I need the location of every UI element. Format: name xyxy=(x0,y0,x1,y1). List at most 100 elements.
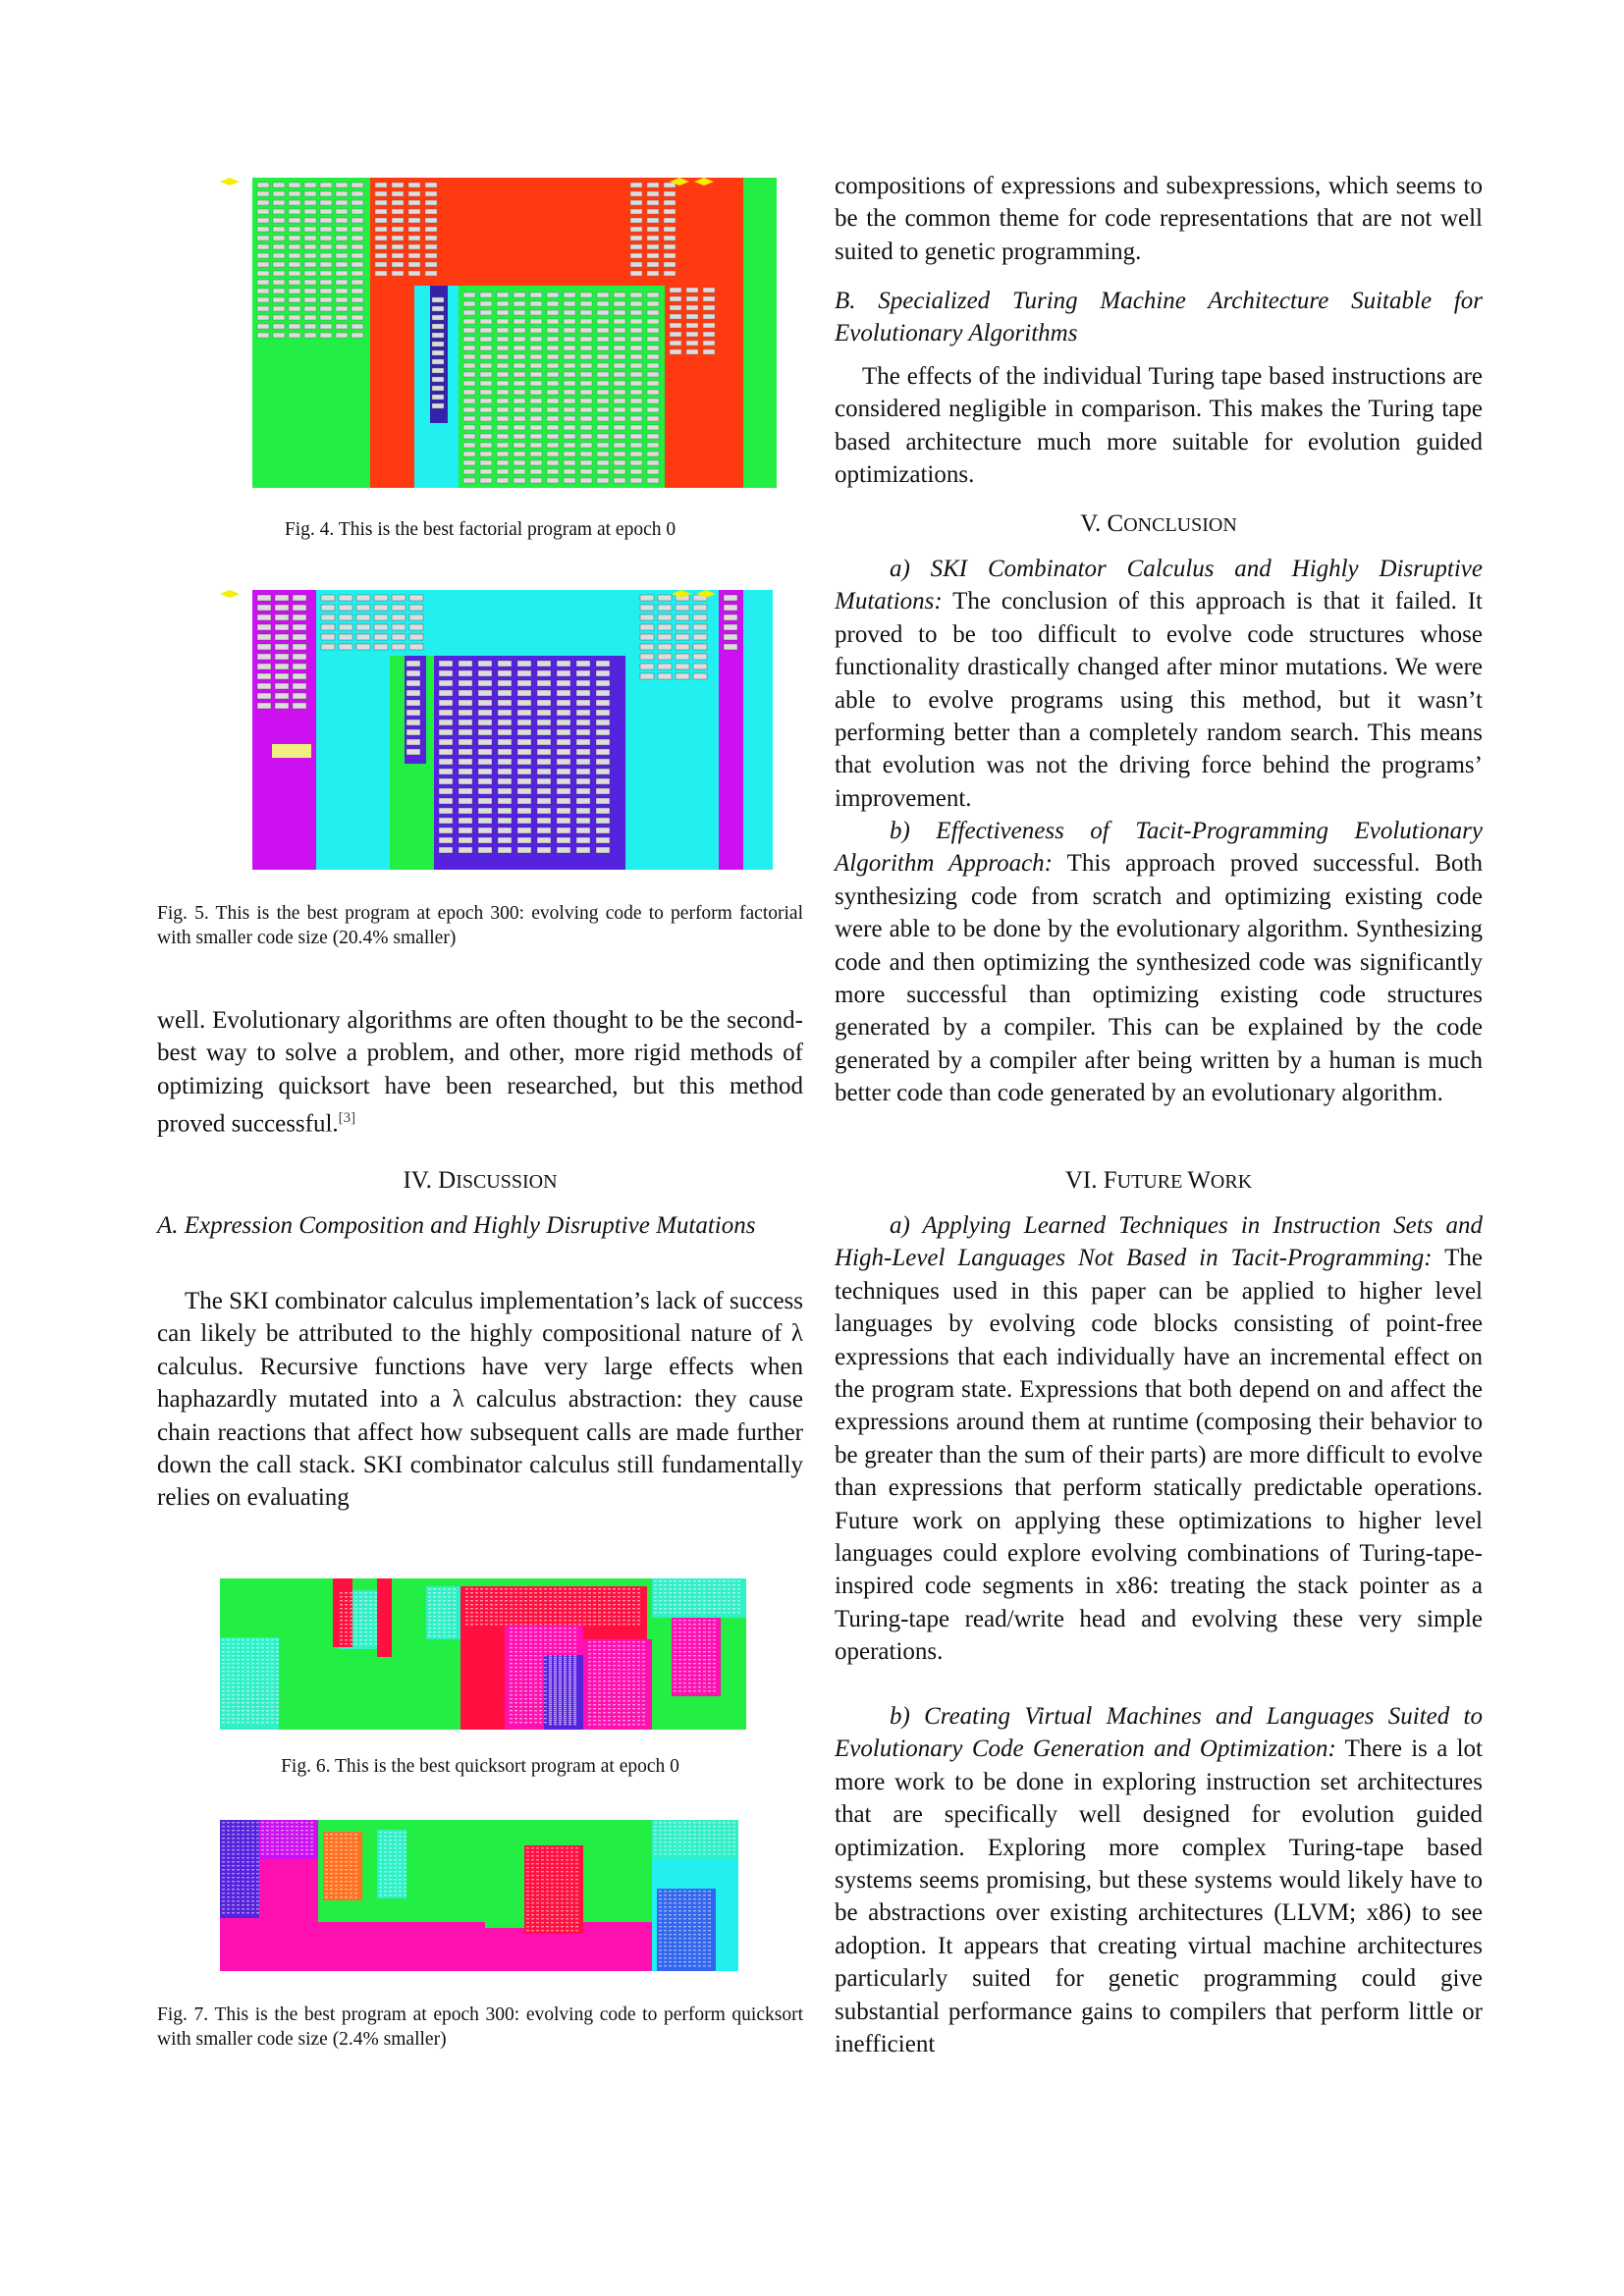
graph-node xyxy=(274,604,290,612)
graph-node xyxy=(335,296,349,303)
graph-node xyxy=(477,748,493,756)
graph-node xyxy=(685,295,699,302)
graph-node xyxy=(496,433,510,440)
graph-node xyxy=(575,689,591,697)
graph-node xyxy=(516,719,532,726)
graph-node xyxy=(479,309,493,316)
graph-node xyxy=(438,817,454,825)
graph-node xyxy=(373,604,389,612)
graph-node xyxy=(408,614,424,621)
graph-node xyxy=(458,748,473,756)
graph-node xyxy=(516,669,532,677)
graph-node xyxy=(529,318,543,325)
graph-node xyxy=(335,261,349,268)
graph-node xyxy=(272,296,286,303)
graph-node xyxy=(479,353,493,360)
graph-node xyxy=(292,594,307,602)
graph-node xyxy=(319,323,333,330)
graph-node xyxy=(288,182,301,188)
graph-node xyxy=(639,672,655,680)
graph-node xyxy=(563,406,576,413)
graph-node xyxy=(596,451,610,457)
graph-node xyxy=(407,252,421,259)
graph-node xyxy=(496,424,510,431)
graph-node xyxy=(477,846,493,854)
graph-node xyxy=(458,817,473,825)
graph-node xyxy=(408,604,424,612)
graph-node xyxy=(479,345,493,351)
graph-node xyxy=(546,424,560,431)
graph-node xyxy=(556,758,571,766)
graph-node xyxy=(335,182,349,188)
graph-node xyxy=(479,389,493,396)
graph-node xyxy=(351,252,364,259)
graph-node xyxy=(256,252,270,259)
graph-node xyxy=(536,787,552,795)
graph-node xyxy=(613,424,626,431)
graph-node xyxy=(424,226,438,233)
graph-node xyxy=(646,362,660,369)
section-5-heading: V. CONCLUSION xyxy=(835,509,1483,540)
graph-node xyxy=(513,468,526,475)
graph-node xyxy=(479,318,493,325)
graph-node xyxy=(613,398,626,404)
graph-node xyxy=(646,252,660,259)
graph-node xyxy=(320,623,336,631)
graph-node xyxy=(646,433,660,440)
graph-node xyxy=(529,468,543,475)
graph-node xyxy=(546,327,560,334)
graph-node xyxy=(536,689,552,697)
graph-node xyxy=(338,623,353,631)
graph-node xyxy=(675,604,690,612)
graph-node xyxy=(424,235,438,241)
graph-node xyxy=(374,235,388,241)
graph-node xyxy=(595,797,611,805)
graph-node xyxy=(596,318,610,325)
graph-node xyxy=(497,660,513,667)
graph-node xyxy=(406,689,421,697)
graph-node xyxy=(373,614,389,621)
graph-node xyxy=(462,318,476,325)
graph-node xyxy=(613,371,626,378)
graph-node xyxy=(546,292,560,298)
graph-node xyxy=(513,477,526,484)
graph-node xyxy=(479,468,493,475)
graph-node xyxy=(629,477,643,484)
graph-node xyxy=(319,261,333,268)
graph-node xyxy=(391,633,406,641)
graph-node xyxy=(596,362,610,369)
graph-node xyxy=(424,182,438,188)
graph-node xyxy=(462,380,476,387)
graph-node xyxy=(408,633,424,641)
graph-node xyxy=(391,594,406,602)
graph-node xyxy=(458,758,473,766)
graph-node xyxy=(563,353,576,360)
graph-node xyxy=(256,243,270,250)
graph-node xyxy=(663,199,677,206)
graph-node xyxy=(292,672,307,680)
graph-node xyxy=(536,768,552,775)
graph-node xyxy=(629,468,643,475)
graph-node xyxy=(579,327,593,334)
graph-node xyxy=(702,331,716,338)
graph-node xyxy=(374,182,388,188)
graph-node xyxy=(351,279,364,286)
graph-node xyxy=(497,827,513,834)
graph-node xyxy=(479,442,493,449)
graph-node xyxy=(575,817,591,825)
graph-node xyxy=(613,345,626,351)
citation-3[interactable]: [3] xyxy=(338,1110,356,1127)
graph-node xyxy=(563,424,576,431)
graph-node xyxy=(513,300,526,307)
graph-node xyxy=(335,217,349,224)
graph-node xyxy=(458,699,473,707)
graph-node xyxy=(563,442,576,449)
graph-node xyxy=(292,614,307,621)
graph-node xyxy=(529,309,543,316)
graph-node xyxy=(629,226,643,233)
graph-node xyxy=(272,270,286,277)
graph-node xyxy=(462,389,476,396)
graph-node xyxy=(595,699,611,707)
paragraph-well-text: well. Evolutionary algorithms are often … xyxy=(157,1007,803,1138)
graph-node xyxy=(303,279,317,286)
